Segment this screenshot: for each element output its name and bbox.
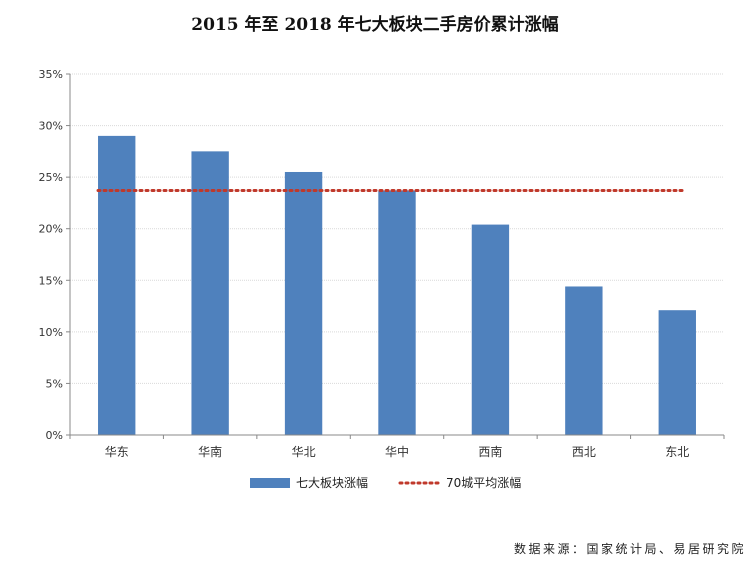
legend-swatch-bar xyxy=(250,478,290,488)
bar xyxy=(565,286,603,435)
bar xyxy=(98,135,136,435)
y-tick-label: 10% xyxy=(39,326,63,339)
y-tick-label: 0% xyxy=(46,429,63,442)
bar xyxy=(378,190,416,435)
y-tick-label: 20% xyxy=(39,223,63,236)
y-tick-label: 25% xyxy=(39,171,63,184)
axes xyxy=(69,74,724,436)
y-tick-label: 30% xyxy=(39,120,63,133)
bar xyxy=(191,151,229,435)
y-tick-label: 35% xyxy=(39,68,63,81)
x-tick-label: 华南 xyxy=(198,444,222,459)
y-tick-label: 15% xyxy=(39,274,63,287)
legend: 七大板块涨幅 70城平均涨幅 xyxy=(250,475,521,490)
x-tick-label: 华北 xyxy=(292,445,316,459)
x-tick-label: 华中 xyxy=(385,444,409,459)
chart-title: 2015 年至 2018 年七大板块二手房价累计涨幅 xyxy=(191,15,559,35)
x-tick-label: 西南 xyxy=(478,444,502,459)
x-tick-label: 东北 xyxy=(665,445,689,459)
bar xyxy=(658,310,696,435)
bar xyxy=(471,224,510,435)
source-note: 数据来源：国家统计局、易居研究院 xyxy=(513,542,746,556)
bars xyxy=(98,135,696,435)
legend-label-series: 七大板块涨幅 xyxy=(296,475,368,490)
x-axis-labels: 华东 华南 华北 华中 西南 西北 东北 xyxy=(69,435,725,459)
x-tick-label: 西北 xyxy=(572,445,596,459)
y-axis-ticks: 0% 5% 10% 15% 20% 25% 30% 35% xyxy=(39,68,70,442)
legend-label-reference: 70城平均涨幅 xyxy=(446,475,521,490)
bar xyxy=(284,171,323,435)
y-tick-label: 5% xyxy=(46,377,63,390)
x-tick-label: 华东 xyxy=(105,445,129,459)
